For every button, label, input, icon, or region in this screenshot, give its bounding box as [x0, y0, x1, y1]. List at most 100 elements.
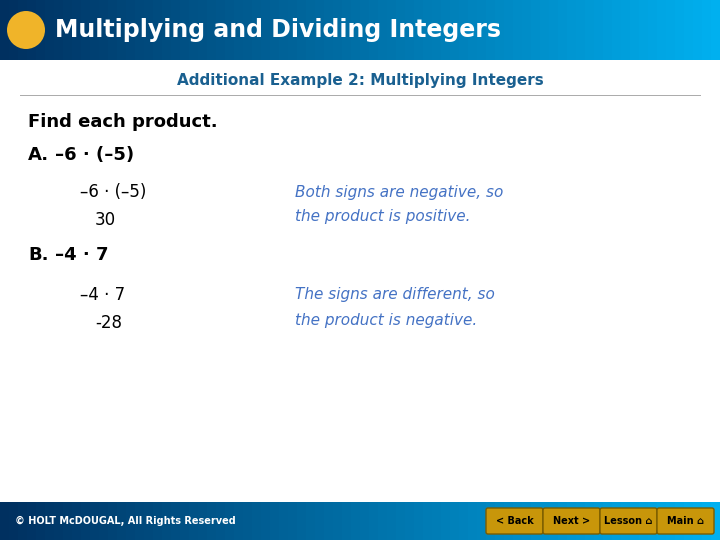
FancyBboxPatch shape: [342, 0, 351, 60]
FancyBboxPatch shape: [459, 502, 469, 540]
FancyBboxPatch shape: [360, 0, 369, 60]
FancyBboxPatch shape: [342, 502, 351, 540]
FancyBboxPatch shape: [387, 0, 397, 60]
FancyBboxPatch shape: [567, 502, 577, 540]
FancyBboxPatch shape: [612, 502, 621, 540]
FancyBboxPatch shape: [234, 0, 243, 60]
FancyBboxPatch shape: [684, 502, 693, 540]
Text: The signs are different, so: The signs are different, so: [295, 287, 495, 302]
FancyBboxPatch shape: [315, 502, 325, 540]
FancyBboxPatch shape: [63, 502, 73, 540]
Text: Both signs are negative, so: Both signs are negative, so: [295, 185, 503, 199]
FancyBboxPatch shape: [675, 502, 685, 540]
FancyBboxPatch shape: [558, 502, 567, 540]
FancyBboxPatch shape: [324, 502, 333, 540]
FancyBboxPatch shape: [630, 502, 639, 540]
Text: Next >: Next >: [553, 516, 590, 526]
FancyBboxPatch shape: [324, 0, 333, 60]
FancyBboxPatch shape: [36, 0, 45, 60]
FancyBboxPatch shape: [657, 502, 667, 540]
FancyBboxPatch shape: [117, 502, 127, 540]
FancyBboxPatch shape: [531, 502, 541, 540]
FancyBboxPatch shape: [603, 0, 613, 60]
FancyBboxPatch shape: [405, 502, 415, 540]
FancyBboxPatch shape: [171, 0, 181, 60]
FancyBboxPatch shape: [414, 0, 423, 60]
FancyBboxPatch shape: [468, 0, 477, 60]
FancyBboxPatch shape: [333, 0, 343, 60]
FancyBboxPatch shape: [198, 502, 207, 540]
Text: Additional Example 2: Multiplying Integers: Additional Example 2: Multiplying Intege…: [176, 72, 544, 87]
FancyBboxPatch shape: [549, 502, 559, 540]
Text: A.: A.: [28, 146, 49, 164]
Text: –6 · (–5): –6 · (–5): [80, 183, 146, 201]
Text: 30: 30: [95, 211, 116, 229]
FancyBboxPatch shape: [684, 0, 693, 60]
FancyBboxPatch shape: [162, 502, 171, 540]
FancyBboxPatch shape: [171, 502, 181, 540]
FancyBboxPatch shape: [333, 502, 343, 540]
FancyBboxPatch shape: [441, 502, 451, 540]
FancyBboxPatch shape: [180, 502, 189, 540]
FancyBboxPatch shape: [90, 0, 99, 60]
Text: –4 · 7: –4 · 7: [55, 246, 109, 264]
FancyBboxPatch shape: [576, 502, 585, 540]
Text: Main ⌂: Main ⌂: [667, 516, 704, 526]
FancyBboxPatch shape: [108, 502, 117, 540]
FancyBboxPatch shape: [702, 0, 711, 60]
FancyBboxPatch shape: [594, 502, 603, 540]
FancyBboxPatch shape: [198, 0, 207, 60]
FancyBboxPatch shape: [36, 502, 45, 540]
FancyBboxPatch shape: [279, 502, 289, 540]
FancyBboxPatch shape: [243, 0, 253, 60]
FancyBboxPatch shape: [657, 508, 714, 534]
FancyBboxPatch shape: [135, 502, 145, 540]
FancyBboxPatch shape: [405, 0, 415, 60]
FancyBboxPatch shape: [693, 502, 703, 540]
FancyBboxPatch shape: [648, 502, 657, 540]
Circle shape: [7, 11, 45, 49]
FancyBboxPatch shape: [153, 0, 163, 60]
FancyBboxPatch shape: [135, 0, 145, 60]
FancyBboxPatch shape: [531, 0, 541, 60]
FancyBboxPatch shape: [216, 502, 225, 540]
FancyBboxPatch shape: [432, 0, 441, 60]
FancyBboxPatch shape: [621, 502, 631, 540]
FancyBboxPatch shape: [585, 0, 595, 60]
FancyBboxPatch shape: [612, 0, 621, 60]
FancyBboxPatch shape: [153, 502, 163, 540]
Text: -28: -28: [95, 314, 122, 332]
FancyBboxPatch shape: [477, 0, 487, 60]
FancyBboxPatch shape: [288, 502, 297, 540]
FancyBboxPatch shape: [369, 0, 379, 60]
FancyBboxPatch shape: [189, 502, 199, 540]
Text: Lesson ⌂: Lesson ⌂: [604, 516, 653, 526]
FancyBboxPatch shape: [351, 0, 361, 60]
FancyBboxPatch shape: [711, 0, 720, 60]
FancyBboxPatch shape: [45, 0, 55, 60]
FancyBboxPatch shape: [297, 0, 307, 60]
FancyBboxPatch shape: [486, 508, 543, 534]
FancyBboxPatch shape: [441, 0, 451, 60]
FancyBboxPatch shape: [486, 0, 495, 60]
FancyBboxPatch shape: [252, 0, 261, 60]
FancyBboxPatch shape: [711, 502, 720, 540]
FancyBboxPatch shape: [225, 0, 235, 60]
FancyBboxPatch shape: [522, 0, 531, 60]
FancyBboxPatch shape: [639, 502, 649, 540]
FancyBboxPatch shape: [216, 0, 225, 60]
FancyBboxPatch shape: [72, 502, 81, 540]
FancyBboxPatch shape: [423, 502, 433, 540]
FancyBboxPatch shape: [666, 0, 675, 60]
FancyBboxPatch shape: [360, 502, 369, 540]
Text: Find each product.: Find each product.: [28, 113, 217, 131]
FancyBboxPatch shape: [477, 502, 487, 540]
FancyBboxPatch shape: [27, 502, 37, 540]
Text: B.: B.: [28, 246, 48, 264]
FancyBboxPatch shape: [450, 502, 459, 540]
Text: < Back: < Back: [495, 516, 534, 526]
FancyBboxPatch shape: [522, 502, 531, 540]
FancyBboxPatch shape: [450, 0, 459, 60]
FancyBboxPatch shape: [72, 0, 81, 60]
FancyBboxPatch shape: [180, 0, 189, 60]
